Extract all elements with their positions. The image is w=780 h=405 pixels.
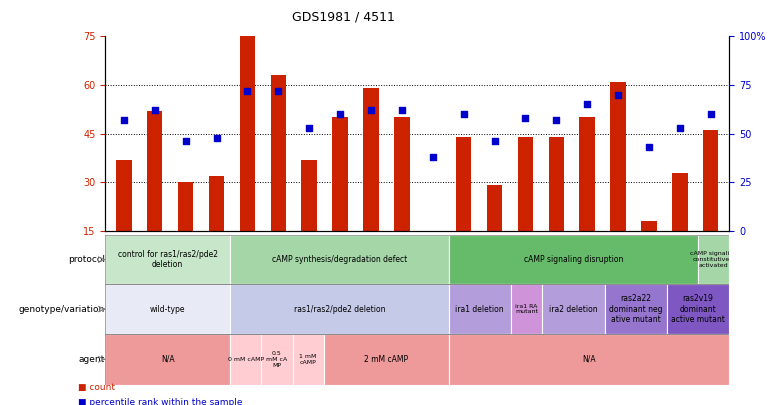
Point: [581, 101, 594, 108]
Bar: [147, 111, 162, 279]
Bar: [448, 235, 698, 284]
Point: [674, 125, 686, 131]
Point: [519, 115, 532, 122]
Bar: [105, 235, 230, 284]
Bar: [487, 185, 502, 279]
Point: [211, 134, 223, 141]
Text: GDS1981 / 4511: GDS1981 / 4511: [292, 10, 395, 23]
Text: cAMP signaling
constitutively
activated: cAMP signaling constitutively activated: [690, 252, 737, 268]
Text: ras2v19
dominant
active mutant: ras2v19 dominant active mutant: [671, 294, 725, 324]
Bar: [703, 130, 718, 279]
Text: 2 mM cAMP: 2 mM cAMP: [364, 355, 408, 364]
Text: ras2a22
dominant neg
ative mutant: ras2a22 dominant neg ative mutant: [609, 294, 662, 324]
Bar: [105, 334, 230, 385]
Bar: [394, 117, 410, 279]
Bar: [230, 235, 448, 284]
Bar: [641, 221, 657, 279]
Bar: [363, 88, 378, 279]
Bar: [511, 284, 542, 334]
Text: cAMP synthesis/degradation defect: cAMP synthesis/degradation defect: [271, 255, 407, 264]
Bar: [332, 117, 348, 279]
Text: ira1 deletion: ira1 deletion: [456, 305, 504, 313]
Bar: [518, 137, 534, 279]
Point: [272, 87, 285, 94]
Bar: [672, 173, 688, 279]
Bar: [230, 284, 448, 334]
Bar: [178, 182, 193, 279]
Bar: [261, 334, 292, 385]
Bar: [448, 284, 511, 334]
Point: [241, 87, 254, 94]
Bar: [611, 82, 626, 279]
Bar: [230, 334, 261, 385]
Bar: [448, 334, 729, 385]
Text: 0.5
mM cA
MP: 0.5 mM cA MP: [266, 351, 288, 368]
Bar: [301, 160, 317, 279]
Text: protocol: protocol: [68, 255, 105, 264]
Bar: [105, 284, 230, 334]
Bar: [271, 75, 286, 279]
Text: ■ count: ■ count: [78, 384, 115, 392]
Point: [457, 111, 470, 117]
Bar: [324, 334, 448, 385]
Point: [427, 154, 439, 160]
Text: ■ percentile rank within the sample: ■ percentile rank within the sample: [78, 398, 243, 405]
Point: [704, 111, 717, 117]
Point: [612, 92, 624, 98]
Point: [488, 138, 501, 145]
Bar: [209, 176, 224, 279]
Text: cAMP signaling disruption: cAMP signaling disruption: [523, 255, 623, 264]
Bar: [548, 137, 564, 279]
Point: [118, 117, 130, 123]
Bar: [292, 334, 324, 385]
Text: 1 mM
cAMP: 1 mM cAMP: [300, 354, 317, 365]
Point: [365, 107, 378, 113]
Point: [148, 107, 161, 113]
Bar: [425, 231, 441, 279]
Text: control for ras1/ras2/pde2
deletion: control for ras1/ras2/pde2 deletion: [118, 250, 218, 269]
Text: N/A: N/A: [582, 355, 596, 364]
Bar: [239, 36, 255, 279]
Point: [643, 144, 655, 151]
Bar: [580, 117, 595, 279]
Text: ira1 RA
mutant: ira1 RA mutant: [515, 304, 538, 314]
Bar: [604, 284, 667, 334]
Bar: [456, 137, 471, 279]
Point: [303, 125, 315, 131]
Text: wild-type: wild-type: [150, 305, 186, 313]
Text: genotype/variation: genotype/variation: [19, 305, 105, 313]
Bar: [542, 284, 604, 334]
Text: N/A: N/A: [161, 355, 175, 364]
Point: [334, 111, 346, 117]
Point: [395, 107, 408, 113]
Point: [550, 117, 562, 123]
Bar: [667, 284, 729, 334]
Bar: [116, 160, 132, 279]
Point: [179, 138, 192, 145]
Bar: [698, 235, 729, 284]
Text: agent: agent: [79, 355, 105, 364]
Text: ras1/ras2/pde2 deletion: ras1/ras2/pde2 deletion: [293, 305, 385, 313]
Text: 0 mM cAMP: 0 mM cAMP: [228, 357, 264, 362]
Text: ira2 deletion: ira2 deletion: [549, 305, 597, 313]
